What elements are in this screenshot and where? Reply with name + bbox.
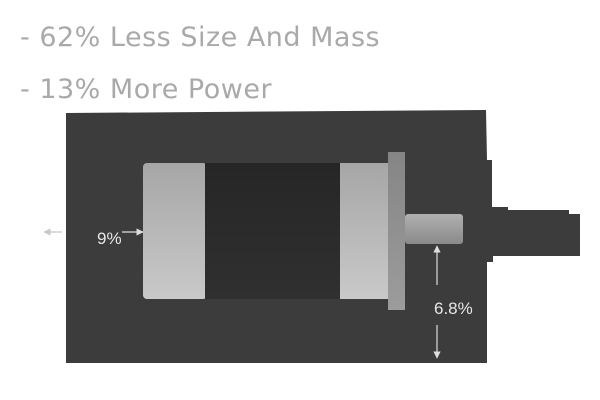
shaft-gap-label: 6.8% (434, 299, 473, 318)
radial-gap-label: 9% (97, 229, 122, 248)
motor-core (205, 163, 342, 299)
motor-shaft (405, 214, 463, 244)
motor-front-cap (340, 163, 390, 299)
motor-rear-cap (143, 163, 207, 299)
headline-size-mass: - 62% Less Size And Mass (20, 22, 381, 53)
motor-flange (388, 152, 405, 310)
headline-power: - 13% More Power (20, 74, 273, 105)
